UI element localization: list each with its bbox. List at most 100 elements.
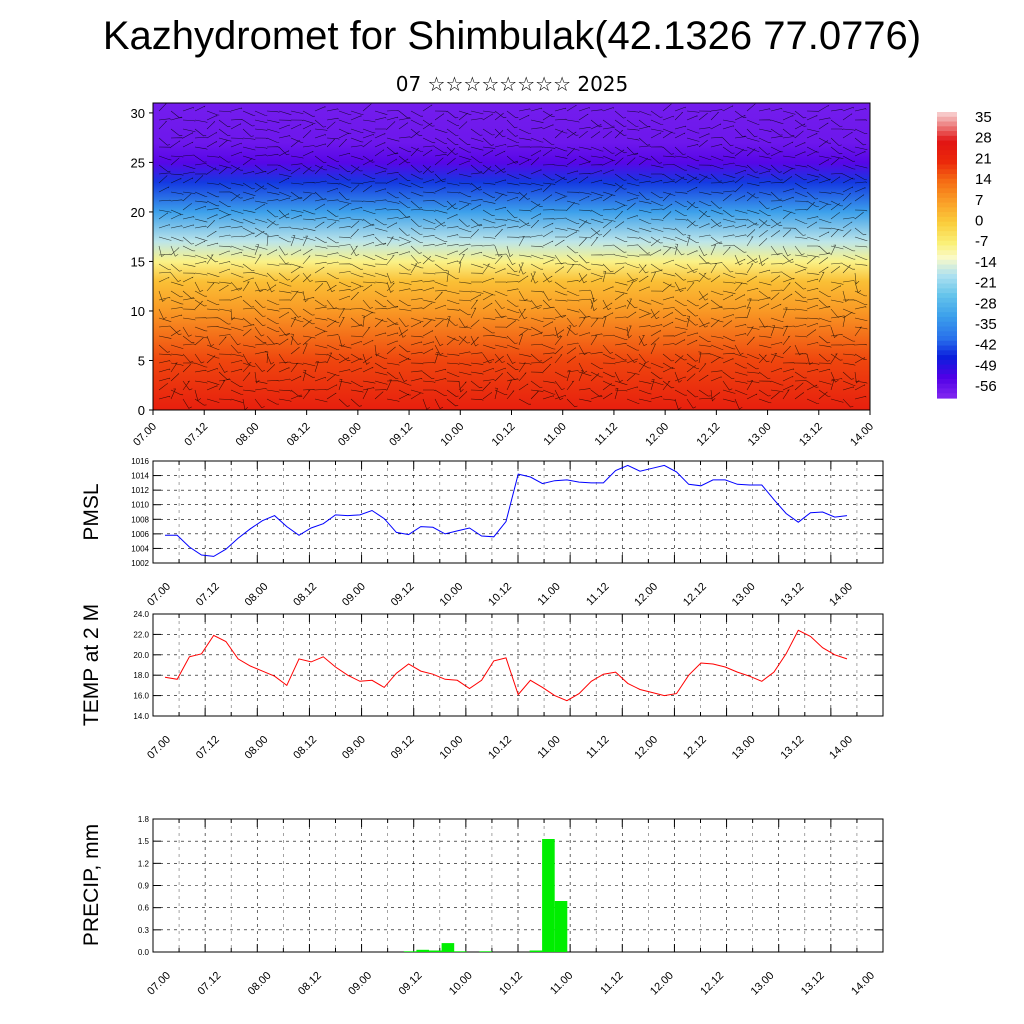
x-tick-label: 09.12 (387, 421, 415, 449)
wind-barb (638, 286, 650, 292)
wind-barb (470, 128, 483, 136)
wind-barb (266, 272, 278, 281)
wind-barb (746, 193, 756, 202)
wind-barb (410, 130, 420, 139)
wind-barb (770, 391, 780, 400)
wind-barb (434, 209, 448, 214)
wind-barb (482, 335, 496, 337)
wind-barb (614, 236, 628, 242)
wind-barb (602, 119, 615, 127)
wind-barb (518, 329, 528, 337)
wind-barb (278, 197, 290, 202)
wind-barb (566, 227, 580, 232)
wind-barb (734, 293, 746, 301)
wind-barb (494, 315, 507, 319)
wind-barb (722, 190, 735, 193)
wind-barb (302, 145, 315, 148)
colorbar-swatch (937, 307, 957, 313)
wind-barb (806, 115, 818, 121)
wind-barb (506, 191, 520, 195)
wind-barb (554, 196, 566, 202)
wind-barb (674, 164, 688, 171)
wind-barb (218, 317, 231, 325)
wind-barb (278, 290, 292, 294)
wind-barb (578, 254, 590, 264)
wind-barb (470, 182, 483, 191)
wind-barb (758, 389, 771, 397)
wind-barb (194, 236, 208, 241)
wind-barb (842, 155, 856, 162)
colorbar-swatch (937, 288, 957, 294)
grid (152, 613, 884, 717)
wind-barb (602, 127, 615, 130)
wind-barb (698, 164, 712, 167)
wind-barb (278, 245, 289, 256)
wind-barb (614, 245, 627, 253)
wind-barb (446, 316, 451, 328)
wind-barb (542, 230, 554, 238)
colorbar-label: -21 (975, 275, 997, 292)
wind-barb (806, 329, 817, 337)
wind-barb (686, 263, 697, 273)
wind-barb (842, 299, 856, 301)
wind-barb (758, 371, 771, 379)
wind-barb (434, 110, 448, 113)
wind-barb (566, 398, 578, 408)
wind-barb (266, 218, 279, 226)
wind-barb (770, 230, 781, 238)
wind-barb (158, 335, 172, 339)
wind-barb (494, 164, 506, 173)
wind-barb (578, 370, 584, 382)
wind-barb (830, 109, 843, 112)
wind-barb (830, 155, 844, 160)
wind-barb (242, 110, 256, 116)
wind-barb (722, 137, 734, 147)
wind-barb (650, 263, 663, 271)
wind-barb (686, 220, 696, 229)
wind-barb (506, 362, 519, 370)
wind-barb (638, 245, 650, 254)
wind-barb (242, 209, 256, 214)
wind-barb (590, 230, 601, 238)
wind-barb (794, 218, 808, 224)
wind-barb (722, 344, 736, 350)
wind-barb (650, 271, 657, 283)
wind-barb (458, 243, 471, 247)
wind-barb (158, 199, 172, 202)
wind-barb (638, 173, 652, 178)
wind-barb (602, 299, 612, 311)
wind-barb (206, 191, 220, 198)
wind-barb (398, 182, 412, 188)
wind-barb (446, 110, 459, 119)
wind-barb (602, 194, 613, 202)
wind-barb (194, 173, 208, 175)
wind-barb (218, 326, 232, 331)
wind-barb (746, 275, 758, 283)
wind-barb (470, 110, 484, 115)
wind-barb (446, 290, 460, 295)
wind-barb (590, 335, 598, 346)
wind-barb (158, 186, 170, 193)
x-tick-label: 10.12 (490, 421, 518, 449)
wind-barb (254, 308, 266, 317)
wind-barb (734, 149, 745, 157)
wind-barb (290, 182, 304, 186)
wind-barb (206, 110, 220, 116)
wind-barb (278, 311, 290, 319)
wind-barb (194, 317, 208, 319)
wind-barb (638, 126, 651, 130)
wind-barb (254, 170, 267, 175)
wind-barb (650, 208, 663, 211)
wind-barb (602, 383, 612, 391)
wind-barb (698, 209, 711, 217)
wind-barb (242, 232, 254, 238)
wind-barb (818, 158, 830, 166)
wind-barb (458, 299, 472, 302)
wind-barb (266, 119, 280, 124)
wind-barb (674, 389, 688, 396)
colorbar-label: -56 (975, 378, 997, 395)
wind-barb (482, 137, 494, 146)
wind-barb (710, 392, 721, 400)
wind-barb (602, 316, 607, 328)
wind-barb (362, 140, 372, 148)
